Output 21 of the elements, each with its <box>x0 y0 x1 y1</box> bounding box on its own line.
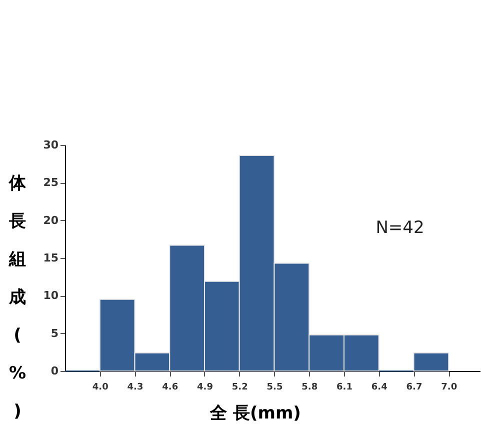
y-tick-label: 25 <box>43 176 58 190</box>
annotation: N=42 <box>376 218 424 238</box>
y-tick-label: 5 <box>50 326 58 340</box>
x-tick-label: 5.8 <box>302 382 318 392</box>
y-tick-label: 10 <box>43 289 59 302</box>
x-tick-label: 5.5 <box>266 382 283 392</box>
x-tick-label: 4.6 <box>162 382 178 392</box>
y-tick-label: 0 <box>50 364 59 378</box>
y-tick-label: 30 <box>43 138 59 152</box>
x-tick-label: 4.0 <box>92 382 108 392</box>
y-tick-label: 20 <box>43 214 59 227</box>
x-tick-label: 6.4 <box>371 382 388 392</box>
x-tick-label: 5.2 <box>232 382 248 392</box>
x-tick-label: 4.9 <box>197 382 213 392</box>
x-tick-label: 4.3 <box>127 382 144 392</box>
x-tick-label: 6.7 <box>406 382 422 392</box>
y-tick-label: 15 <box>43 252 58 264</box>
x-axis-title: 全 長(mm) <box>209 404 301 424</box>
y-axis-title: 体長組成(%) <box>8 174 27 422</box>
x-tick-label: 6.1 <box>336 382 352 392</box>
x-tick-label: 7.0 <box>441 382 458 392</box>
